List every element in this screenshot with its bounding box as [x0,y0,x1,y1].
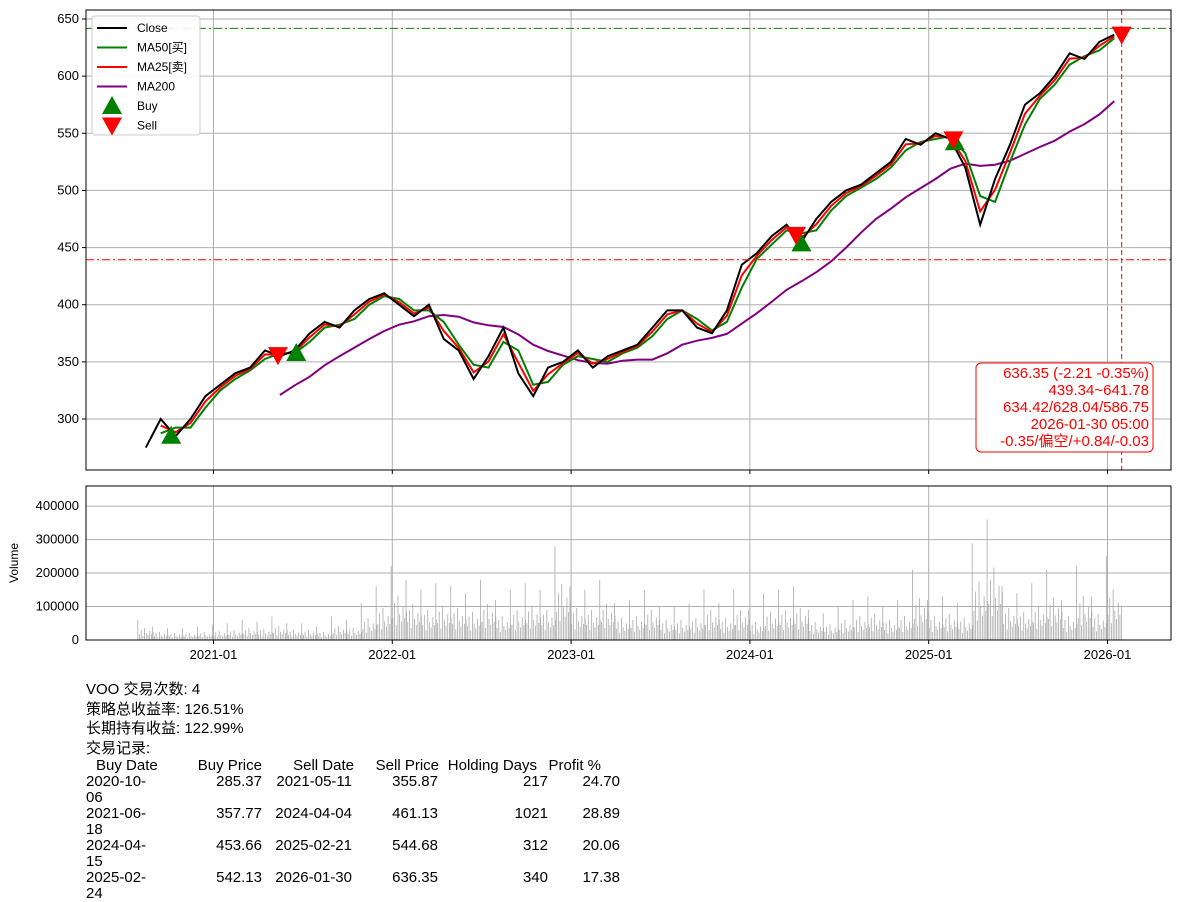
table-cell: 17.38 [582,869,620,886]
column-header: Buy Date [96,757,158,774]
price-annotation: 636.35 (-2.21 -0.35%)439.34~641.78634.42… [975,362,1154,453]
y-tick-label: 450 [57,240,79,255]
y-tick-label: 550 [57,125,79,140]
table-cell: 542.13 [216,869,262,886]
annotation-line: 634.42/628.04/586.75 [1003,399,1149,416]
y-tick-label: 0 [72,632,79,647]
table-cell: 453.66 [216,837,262,854]
trade-table: Buy Date Buy Price Sell Date Sell Price Hold… [86,758,620,902]
x-tick-label: 2026-01 [1084,647,1132,662]
table-cell: 544.68 [392,837,438,854]
column-header: Sell Date [293,757,354,774]
buy-marker [791,233,812,252]
table-cell: 2025-02-24 [86,869,147,902]
table-cell: 340 [522,869,548,886]
sell-marker [786,226,807,245]
y-tick-label: 400000 [36,498,79,513]
price-panel: 300 350 400 450 500 550 600 650 Close MA50[买] MA25… [57,9,1172,474]
y-tick-label: 600 [57,68,79,83]
x-tick-label: 2022-01 [368,647,416,662]
table-cell: 285.37 [216,773,262,790]
close-line [144,33,1115,449]
table-cell: 2026-01-30 [275,869,352,886]
table-cell: 2020-10-06 [86,773,147,806]
trade-count: VOO 交易次数: 4 [86,681,201,698]
table-cell: 20.06 [582,837,620,854]
x-tick-label: 2024-01 [726,647,774,662]
legend-box [91,15,201,136]
annotation-line: 2026-01-30 05:00 [1031,416,1149,433]
hold-return: 长期持有收益: 122.99% [86,720,244,737]
volume-frame [85,485,1172,641]
sell-marker [1111,26,1132,45]
legend-label: MA50[买] [137,41,187,55]
y-tick-label: 100000 [36,599,79,614]
table-cell: 636.35 [392,869,438,886]
annotation-line: 636.35 (-2.21 -0.35%) [1003,365,1149,382]
y-tick-label: 300 [57,411,79,426]
table-cell: 312 [522,837,548,854]
ma25-line [160,35,1115,434]
table-row: 2024-04-15 453.66 2025-02-21 544.68 312 20.06 [86,838,620,870]
trade-summary: VOO 交易次数: 4 策略总收益率: 126.51% 长期持有收益: 122.… [86,680,620,902]
table-cell: 2024-04-04 [275,805,352,822]
buy-marker [161,425,182,444]
table-row: 2020-10-06 285.37 2021-05-11 355.87 217 24.70 [86,774,620,806]
sell-marker [267,347,288,366]
column-header: Profit % [548,757,601,774]
y-tick-label: 350 [57,354,79,369]
records-label: 交易记录: [86,739,151,757]
plot-frame [85,9,1172,471]
table-cell: 2025-02-21 [275,837,352,854]
table-cell: 357.77 [216,805,262,822]
y-tick-label: 200000 [36,565,79,580]
table-header: Buy Date Buy Price Sell Date Sell Price Hold… [86,758,620,774]
buy-marker [286,342,307,361]
legend: Close MA50[买] MA25[卖] MA200 Buy Sell [91,15,201,136]
legend-label: Buy [137,99,158,113]
table-cell: 28.89 [582,805,620,822]
table-cell: 355.87 [392,773,438,790]
y-tick-label: 650 [57,11,79,26]
y-tick-label: 500 [57,182,79,197]
annotation-line: -0.35/偏空/+0.84/-0.03 [1000,433,1149,450]
x-tick-label: 2025-01 [905,647,953,662]
annotation-box [975,362,1154,453]
legend-label: MA25[卖] [137,60,187,74]
legend-sell-icon [102,117,122,136]
table-cell: 1021 [514,805,548,822]
column-header: Buy Price [197,757,262,774]
table-cell: 24.70 [582,773,620,790]
stock-chart: 300 350 400 450 500 550 600 650 Close MA50[买] MA25… [7,9,1172,662]
y-tick-label: 400 [57,297,79,312]
legend-label: MA200 [137,80,175,94]
legend-label: Sell [137,119,157,133]
table-row: 2021-06-18 357.77 2024-04-04 461.13 1021 28.8… [86,806,620,838]
annotation-line: 439.34~641.78 [1048,382,1149,399]
legend-label: Close [137,21,168,35]
volume-panel: 2021-01 2022-01 2023-01 2024-01 2025-01 2026-… [7,485,1172,662]
table-cell: 461.13 [392,805,438,822]
table-cell: 2024-04-15 [86,837,147,870]
table-cell: 217 [522,773,548,790]
table-cell: 2021-05-11 [276,773,352,790]
y-tick-label: 300000 [36,532,79,547]
column-header: Sell Price [375,757,439,774]
ma50-line [160,37,1115,435]
legend-buy-icon [102,96,122,114]
strategy-return: 策略总收益率: 126.51% [86,700,244,718]
table-cell: 2021-06-18 [86,805,147,838]
column-header: Holding Days [447,757,537,774]
x-tick-label: 2023-01 [547,647,595,662]
x-tick-label: 2021-01 [190,647,238,662]
table-row: 2025-02-24 542.13 2026-01-30 636.35 340 17.38 [86,870,620,902]
volume-axis-label: Volume [7,543,21,583]
sell-marker [943,131,964,150]
ma200-line [279,100,1115,396]
